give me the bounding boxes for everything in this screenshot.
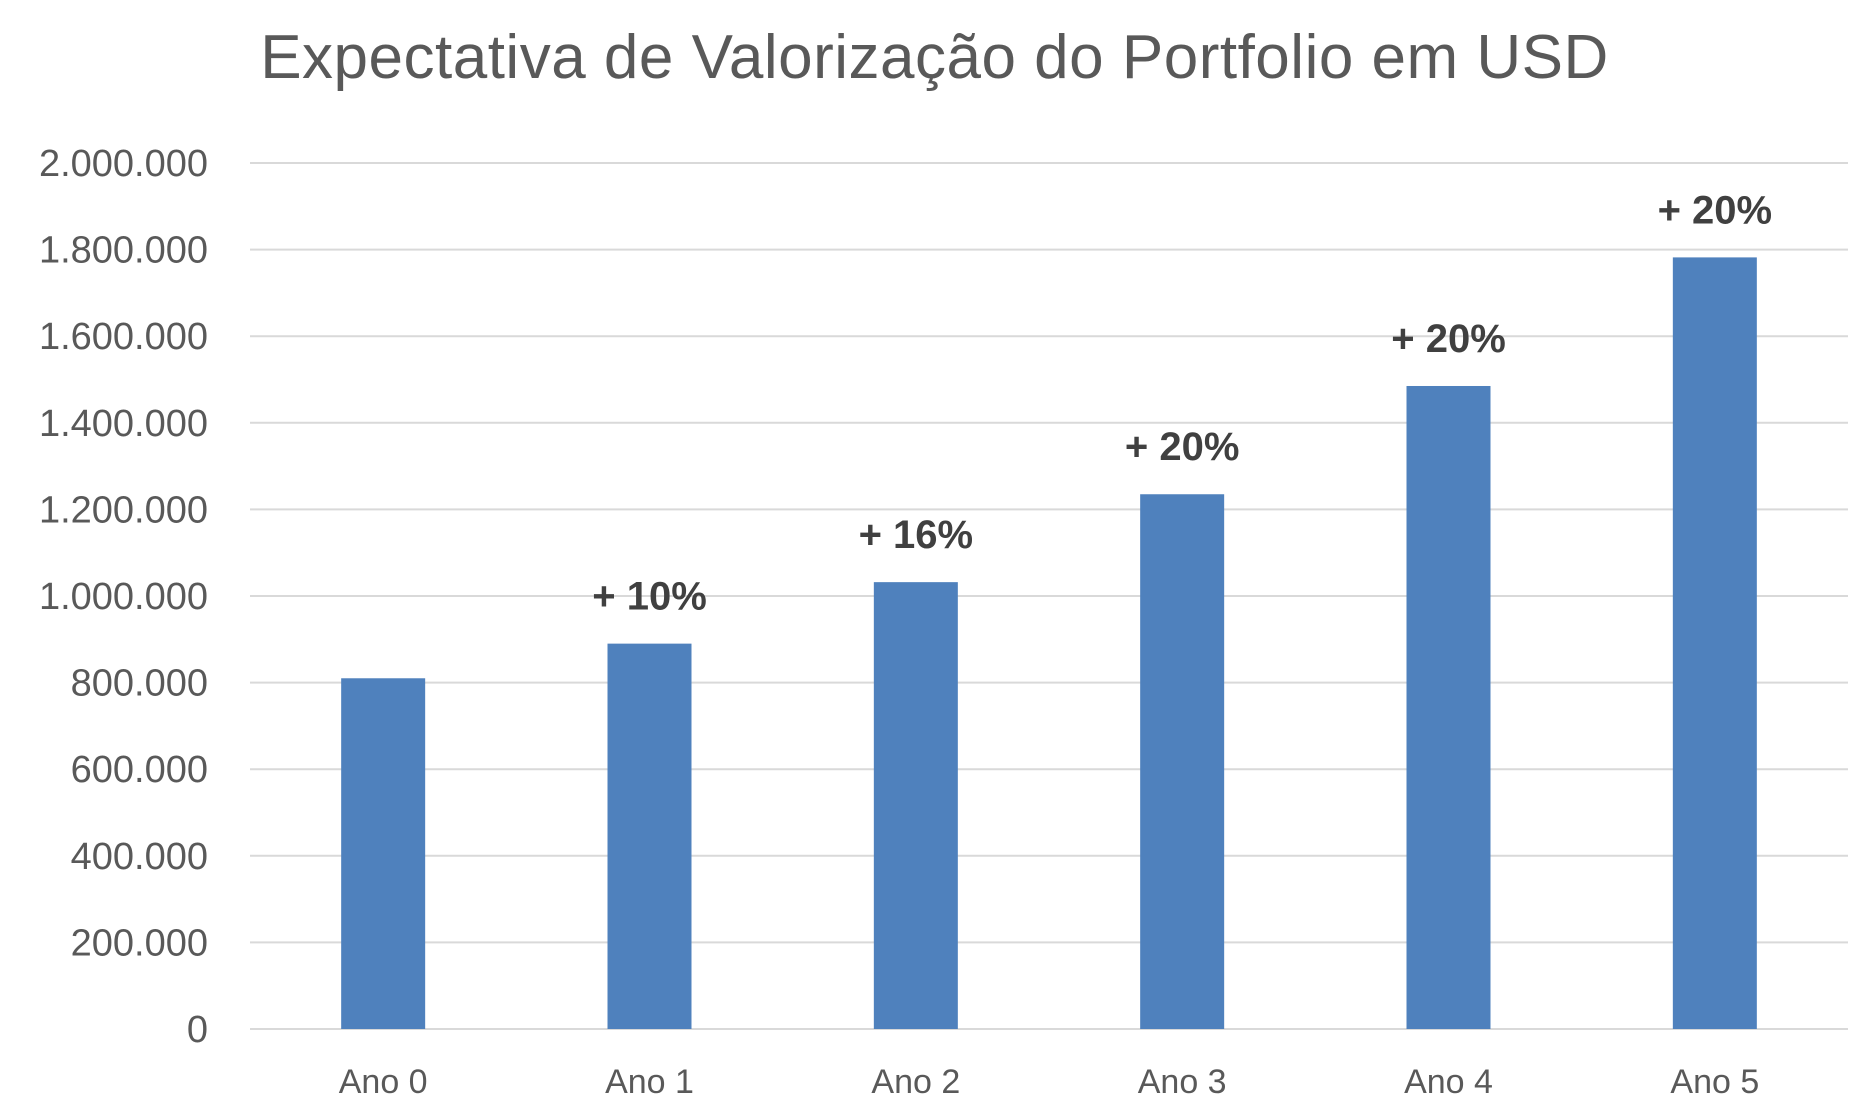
y-tick-label: 1.800.000: [39, 230, 208, 272]
y-tick-label: 0: [187, 1009, 208, 1051]
y-tick-label: 1.000.000: [39, 576, 208, 618]
x-tick-label: Ano 4: [1404, 1063, 1493, 1101]
data-label: + 20%: [1658, 188, 1773, 232]
bar: [1140, 494, 1225, 1029]
x-tick-label: Ano 5: [1670, 1063, 1759, 1101]
y-tick-label: 600.000: [71, 749, 208, 791]
x-tick-label: Ano 3: [1138, 1063, 1227, 1101]
bar: [1406, 385, 1491, 1029]
data-label: + 20%: [1125, 425, 1240, 469]
y-tick-label: 800.000: [71, 663, 208, 705]
data-label: + 16%: [859, 513, 974, 557]
chart-title: Expectativa de Valorização do Portfolio …: [260, 23, 1609, 92]
x-tick-label: Ano 0: [339, 1063, 428, 1101]
bar: [607, 643, 692, 1029]
data-label: + 10%: [592, 575, 707, 619]
bar: [1672, 257, 1757, 1029]
y-tick-label: 1.600.000: [39, 316, 208, 358]
y-tick-label: 1.400.000: [39, 403, 208, 445]
y-tick-label: 1.200.000: [39, 489, 208, 531]
y-tick-label: 2.000.000: [39, 143, 208, 185]
x-tick-label: Ano 2: [871, 1063, 960, 1101]
x-tick-label: Ano 1: [605, 1063, 694, 1101]
bar: [341, 678, 426, 1029]
y-tick-label: 400.000: [71, 836, 208, 878]
data-label: + 20%: [1391, 317, 1506, 361]
y-tick-label: 200.000: [71, 922, 208, 964]
bar: [873, 582, 958, 1029]
